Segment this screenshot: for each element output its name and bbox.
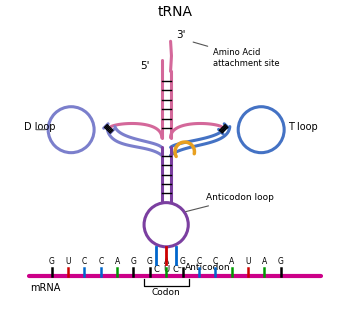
Text: D loop: D loop (24, 123, 55, 133)
Text: G: G (278, 257, 284, 266)
Text: Anticodon: Anticodon (185, 263, 230, 272)
Text: G: G (49, 257, 55, 266)
Text: C: C (154, 265, 159, 274)
Text: Amino Acid
attachment site: Amino Acid attachment site (212, 49, 279, 68)
Text: G: G (131, 257, 137, 266)
Text: C: C (196, 257, 202, 266)
Text: A: A (163, 257, 169, 266)
Text: U: U (163, 265, 169, 274)
Text: mRNA: mRNA (30, 283, 61, 293)
Text: 5': 5' (140, 61, 149, 71)
Text: G: G (147, 257, 153, 266)
Text: T loop: T loop (288, 123, 317, 133)
Text: A: A (229, 257, 234, 266)
Text: G: G (180, 257, 186, 266)
Text: 3': 3' (176, 31, 186, 40)
Text: C: C (212, 257, 218, 266)
Text: tRNA: tRNA (158, 5, 192, 19)
Text: A: A (262, 257, 267, 266)
Text: C: C (82, 257, 87, 266)
Text: Codon: Codon (152, 288, 181, 297)
Text: U: U (245, 257, 251, 266)
Text: A: A (114, 257, 120, 266)
Text: C: C (98, 257, 103, 266)
Text: C: C (173, 265, 179, 274)
Text: U: U (65, 257, 71, 266)
Text: Anticodon loop: Anticodon loop (186, 193, 274, 212)
